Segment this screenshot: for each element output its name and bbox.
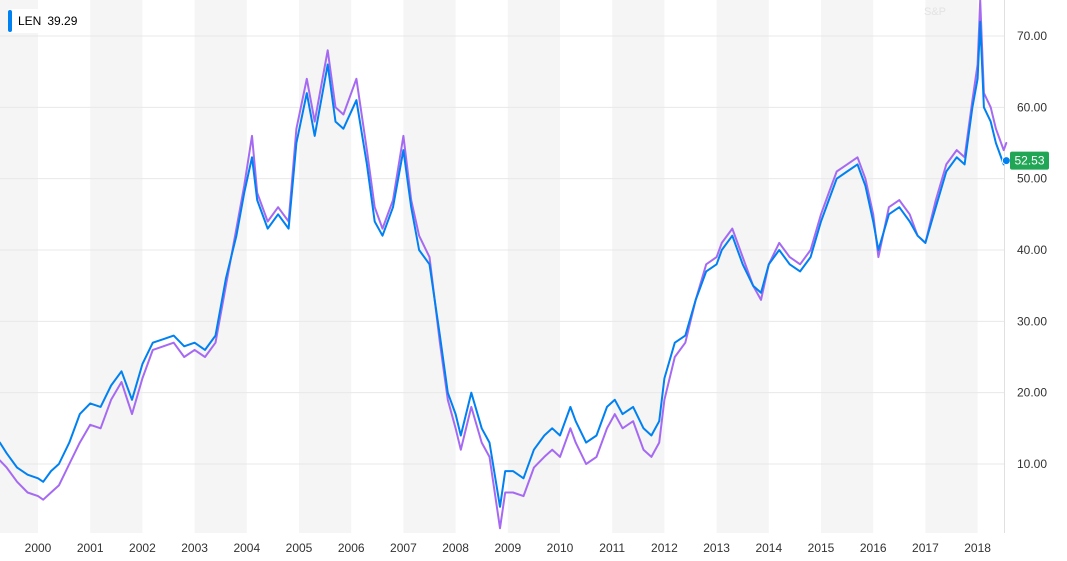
legend[interactable]: LEN 39.29 <box>8 9 90 33</box>
x-tick-label: 2000 <box>25 541 52 555</box>
x-tick-label: 2004 <box>233 541 260 555</box>
y-tick-label: 20.00 <box>1017 386 1047 400</box>
x-tick-label: 2018 <box>964 541 991 555</box>
x-tick-label: 2015 <box>808 541 835 555</box>
year-band-2003 <box>194 0 247 533</box>
x-tick-label: 2003 <box>181 541 208 555</box>
y-tick-label: 70.00 <box>1017 29 1047 43</box>
x-axis: 2000 2001 2002 2003 2004 2005 2006 2007 2008 2009… <box>25 541 992 555</box>
x-tick-label: 2013 <box>703 541 730 555</box>
year-band-2011 <box>612 0 665 533</box>
legend-entry: LEN 39.29 <box>18 14 83 28</box>
gridlines <box>0 0 1005 533</box>
legend-symbol: LEN <box>18 14 42 28</box>
year-band-2001 <box>90 0 143 533</box>
faint-watermark-label: S&P <box>924 6 947 18</box>
x-tick-label: 2005 <box>286 541 313 555</box>
x-tick-label: 2016 <box>860 541 887 555</box>
y-tick-label: 60.00 <box>1017 100 1047 114</box>
x-tick-label: 2010 <box>547 541 574 555</box>
x-tick-label: 2014 <box>755 541 782 555</box>
y-tick-label: 50.00 <box>1017 172 1047 186</box>
x-tick-label: 2017 <box>912 541 939 555</box>
series-layer <box>0 0 1008 530</box>
year-bands <box>0 0 978 533</box>
y-tick-label: 30.00 <box>1017 314 1047 328</box>
y-axis: 10.00 20.00 30.00 40.00 50.00 60.00 70.00 <box>1017 29 1047 471</box>
x-tick-label: 2008 <box>442 541 469 555</box>
x-tick-label: 2006 <box>338 541 365 555</box>
series-line-comparison[interactable] <box>0 0 1008 530</box>
last-price-marker: 52.53 <box>1001 151 1049 170</box>
x-tick-label: 2001 <box>77 541 104 555</box>
year-band-2017 <box>925 0 978 533</box>
year-band-1999 <box>0 0 38 533</box>
y-tick-label: 10.00 <box>1017 457 1047 471</box>
x-tick-label: 2011 <box>599 541 625 555</box>
last-point-dot <box>1001 156 1011 166</box>
x-tick-label: 2009 <box>494 541 521 555</box>
year-band-2009 <box>507 0 560 533</box>
x-tick-label: 2002 <box>129 541 156 555</box>
series-line-len[interactable] <box>0 20 1008 508</box>
y-tick-label: 40.00 <box>1017 243 1047 257</box>
legend-value: 39.29 <box>47 14 78 28</box>
x-tick-label: 2012 <box>651 541 678 555</box>
year-band-2015 <box>821 0 874 533</box>
x-tick-label: 2007 <box>390 541 417 555</box>
legend-swatch <box>8 10 12 32</box>
last-price-label: 52.53 <box>1014 154 1044 168</box>
last-price-badge <box>1010 151 1049 170</box>
